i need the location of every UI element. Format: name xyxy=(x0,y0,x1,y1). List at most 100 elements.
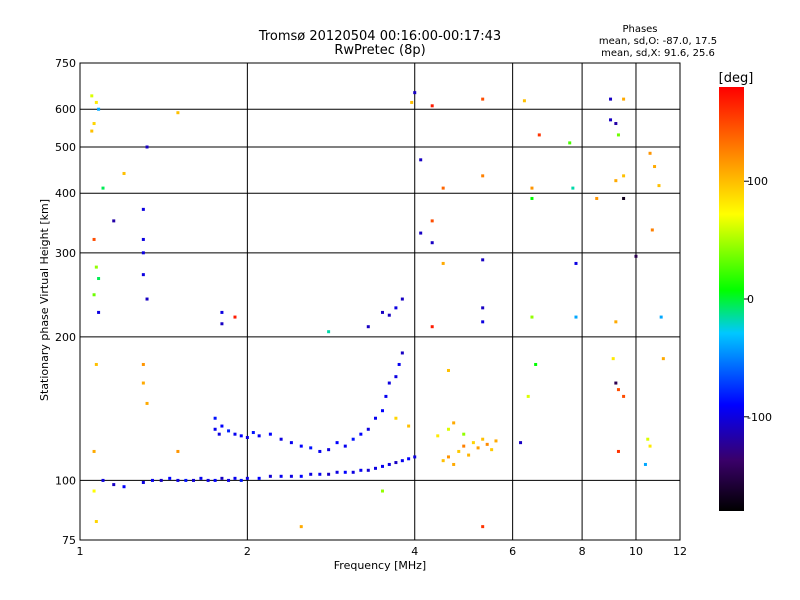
data-point xyxy=(318,449,322,453)
data-point xyxy=(394,461,398,465)
data-point xyxy=(648,151,652,155)
data-point xyxy=(616,449,620,453)
data-point xyxy=(430,241,434,245)
data-point xyxy=(351,470,355,474)
data-point xyxy=(614,179,618,183)
data-point xyxy=(622,196,626,200)
data-point xyxy=(112,219,116,223)
data-point xyxy=(481,437,485,441)
data-point xyxy=(441,186,445,190)
data-point xyxy=(122,171,126,175)
data-point xyxy=(634,254,638,258)
data-point xyxy=(335,441,339,445)
phases-heading: Phases xyxy=(622,24,657,35)
data-point xyxy=(279,437,283,441)
data-point xyxy=(233,315,237,319)
data-point xyxy=(568,141,572,145)
data-point xyxy=(150,478,154,482)
data-point xyxy=(366,427,370,431)
phases-o-stats: mean, sd,O: -87.0, 17.5 xyxy=(599,36,717,47)
data-point xyxy=(537,133,541,137)
data-point xyxy=(245,436,249,440)
data-point xyxy=(394,416,398,420)
data-point xyxy=(97,310,101,314)
data-point xyxy=(452,421,456,425)
x-tick-label: 1 xyxy=(77,545,84,558)
data-point xyxy=(530,315,534,319)
y-tick-label: 75 xyxy=(62,534,76,547)
data-point xyxy=(616,388,620,392)
data-point xyxy=(335,470,339,474)
data-point xyxy=(614,381,618,385)
data-point xyxy=(217,432,221,436)
y-tick-label: 300 xyxy=(55,247,76,260)
data-point xyxy=(327,472,331,476)
data-point xyxy=(614,122,618,126)
data-point xyxy=(571,186,575,190)
data-point xyxy=(92,237,96,241)
data-point xyxy=(343,444,347,448)
data-point xyxy=(407,457,411,461)
data-point xyxy=(661,357,665,361)
data-point xyxy=(279,474,283,478)
x-tick-label: 2 xyxy=(244,545,251,558)
x-tick-label: 6 xyxy=(509,545,516,558)
data-point xyxy=(141,362,145,366)
data-point xyxy=(648,444,652,448)
data-point xyxy=(141,480,145,484)
data-point xyxy=(441,261,445,265)
data-point xyxy=(452,462,456,466)
data-point xyxy=(387,313,391,317)
data-point xyxy=(616,133,620,137)
data-point xyxy=(122,485,126,489)
data-point xyxy=(530,186,534,190)
data-point xyxy=(595,196,599,200)
data-point xyxy=(206,478,210,482)
data-point xyxy=(436,434,440,438)
data-point xyxy=(476,446,480,450)
data-point xyxy=(430,219,434,223)
x-tick-labels: 1 2 4 6 8 10 12 xyxy=(77,545,688,558)
data-point xyxy=(213,478,217,482)
data-point xyxy=(380,464,384,468)
data-point xyxy=(141,273,145,277)
data-point xyxy=(145,297,149,301)
data-point xyxy=(481,174,485,178)
data-point xyxy=(462,444,466,448)
data-point xyxy=(176,449,180,453)
data-point xyxy=(257,434,261,438)
data-point xyxy=(184,478,188,482)
y-tick-label: 100 xyxy=(55,474,76,487)
data-point xyxy=(227,478,231,482)
x-tick-label: 4 xyxy=(411,545,418,558)
data-point xyxy=(309,472,313,476)
data-point xyxy=(92,449,96,453)
data-point xyxy=(622,97,626,101)
data-point xyxy=(446,427,450,431)
colorbar-tick-label: 100 xyxy=(747,175,768,188)
data-point xyxy=(650,228,654,232)
data-point xyxy=(168,476,172,480)
data-point xyxy=(574,315,578,319)
data-point xyxy=(199,476,203,480)
data-point xyxy=(299,525,303,529)
data-point xyxy=(387,381,391,385)
data-point xyxy=(494,439,498,443)
data-point xyxy=(430,325,434,329)
colorbar-ticks: 100 0 -100 xyxy=(744,175,772,424)
data-point xyxy=(526,394,530,398)
phase-colorbar xyxy=(719,87,744,511)
data-point xyxy=(359,468,363,472)
data-point xyxy=(522,99,526,103)
data-point xyxy=(145,145,149,149)
data-point xyxy=(299,444,303,448)
data-point xyxy=(239,434,243,438)
data-point xyxy=(191,478,195,482)
gridlines xyxy=(79,62,681,541)
data-point xyxy=(373,466,377,470)
data-point xyxy=(176,478,180,482)
data-point xyxy=(94,520,98,524)
data-point xyxy=(366,468,370,472)
data-point xyxy=(90,94,94,98)
